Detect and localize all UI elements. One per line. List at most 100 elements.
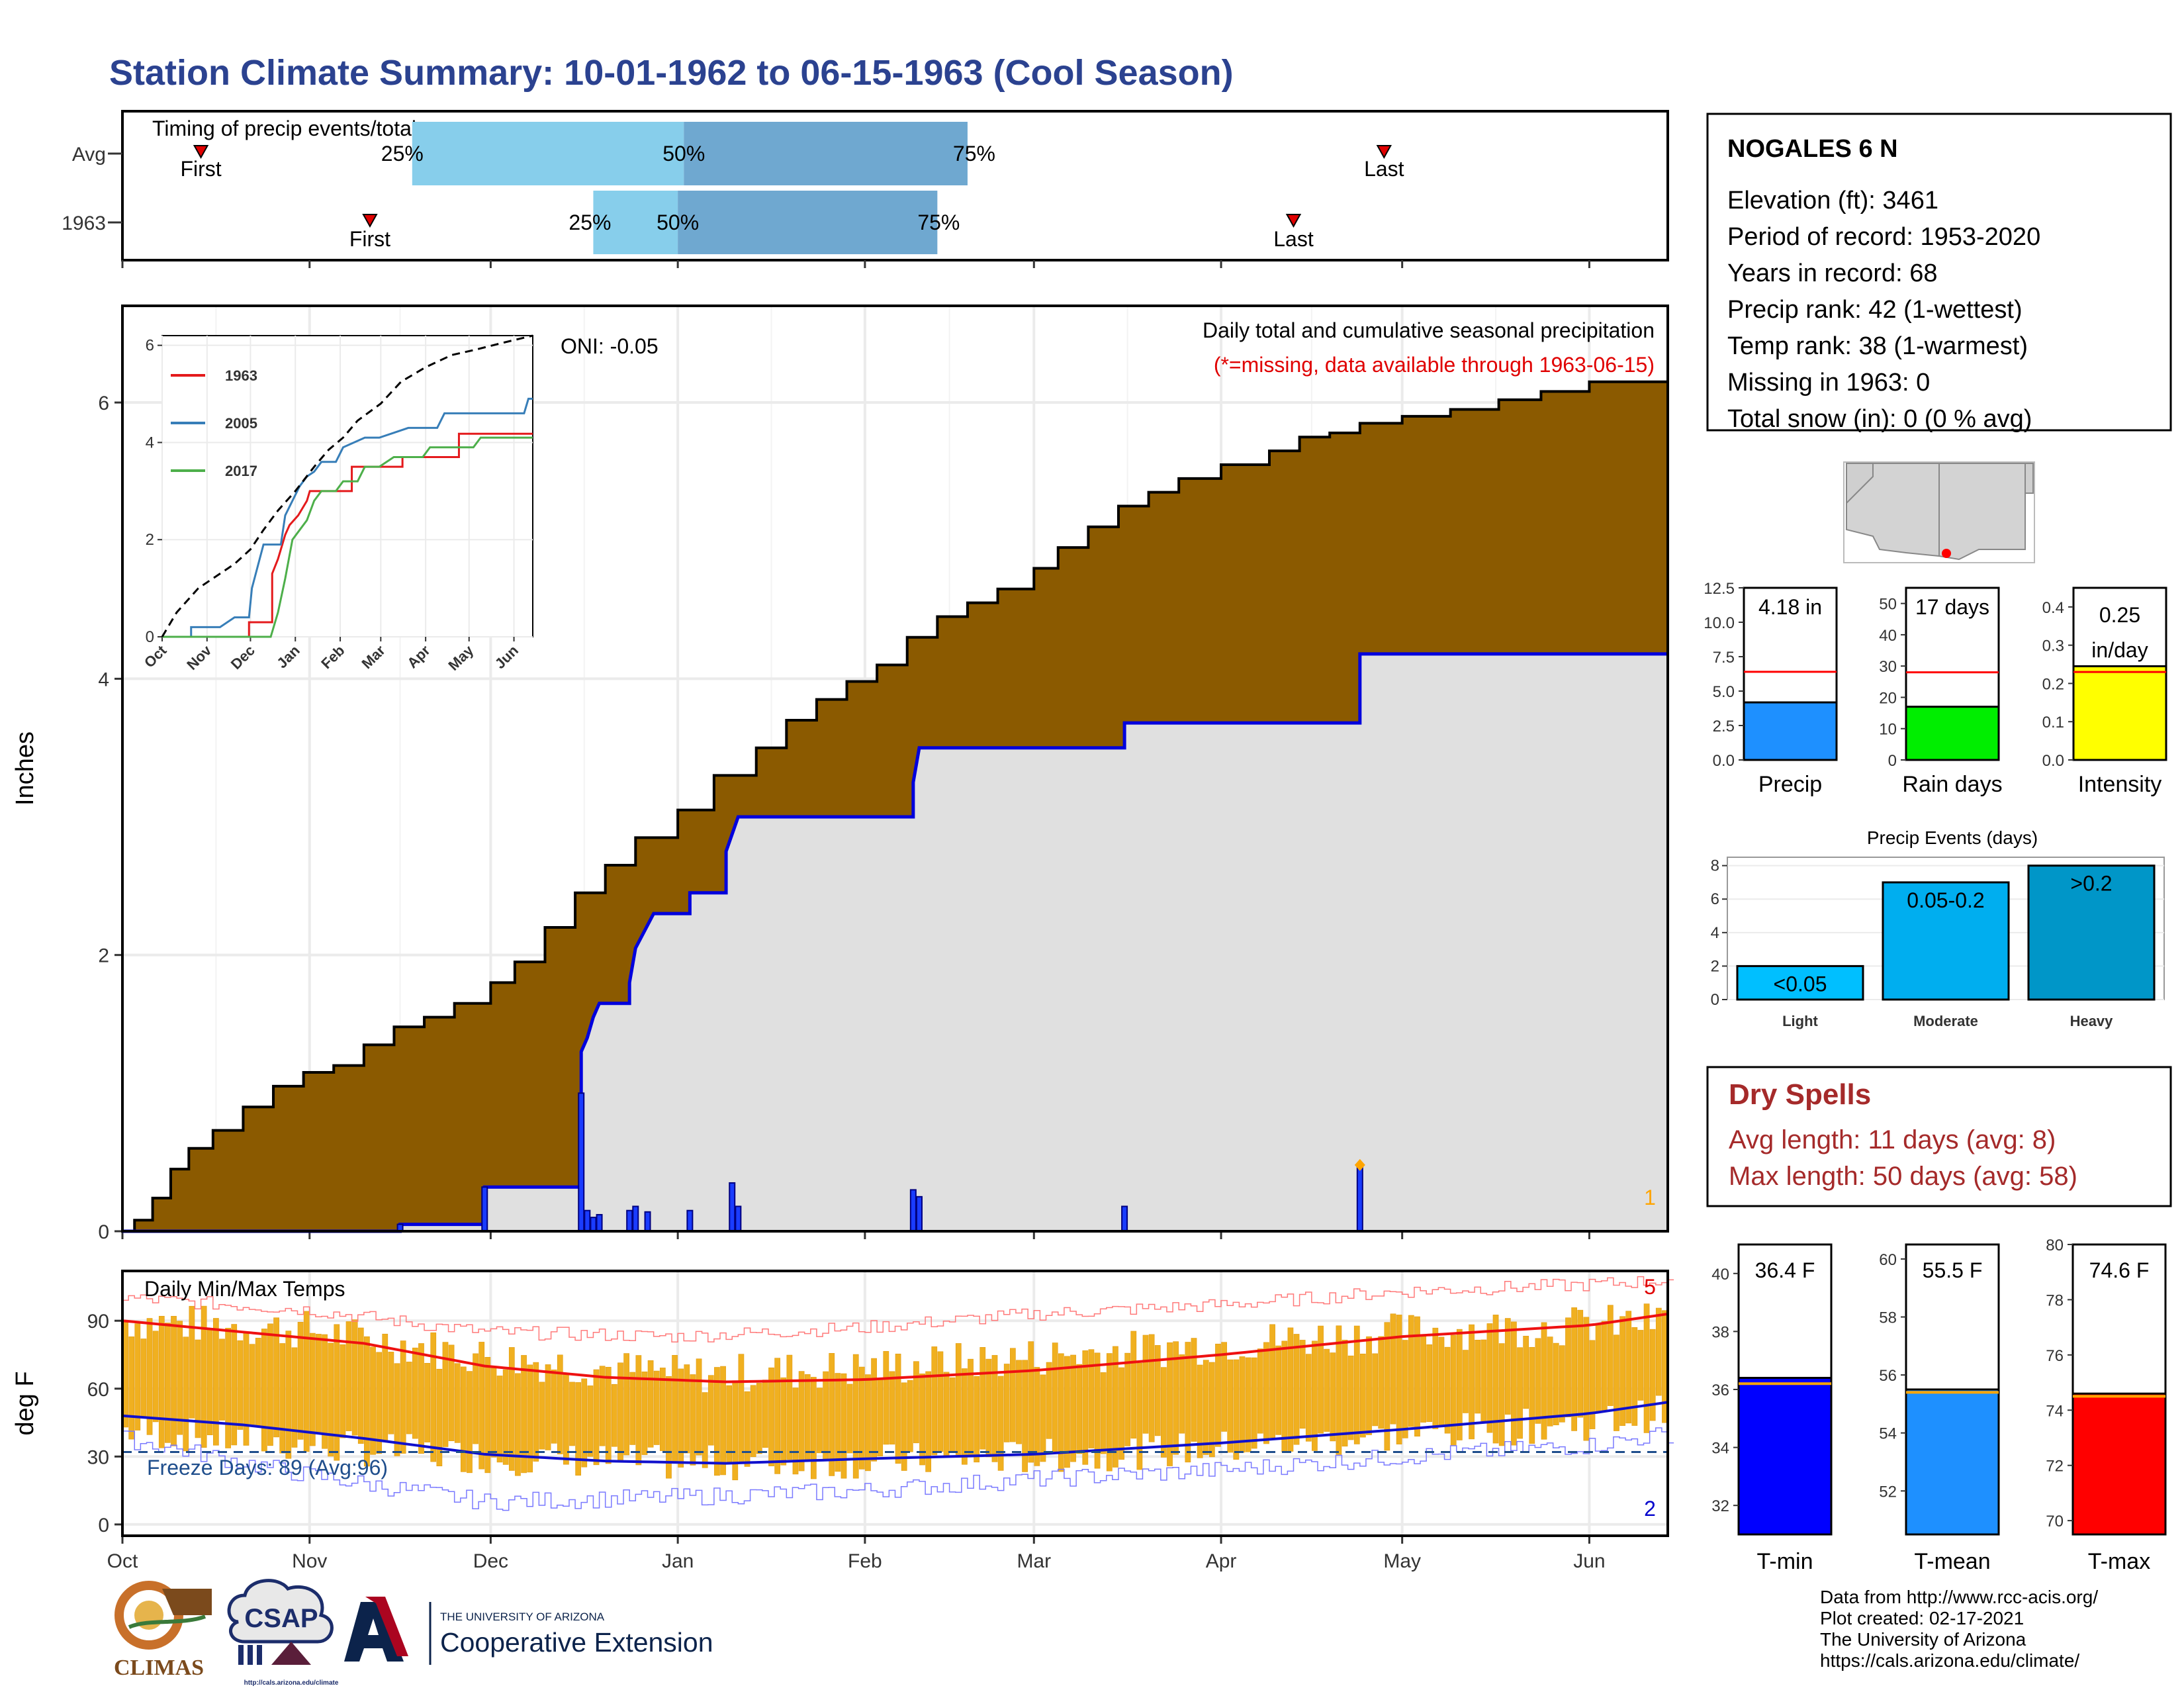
credit-data-source: Data from http://www.rcc-acis.org/ [1820,1587,2098,1607]
rank-bar-tick-label: 50 [1879,596,1897,614]
tmax-bar-axis-label: T-max [2088,1549,2150,1574]
daily-temp-bar [533,1362,539,1462]
daily-temp-bar [1088,1349,1095,1448]
timing-avg-last-label: Last [1364,157,1404,181]
daily-temp-bar [1347,1355,1354,1440]
daily-temp-bar [527,1364,533,1473]
daily-temp-bar [907,1380,913,1452]
footer-credits: Data from http://www.rcc-acis.org/ Plot … [1820,1587,2098,1671]
x-axis-month-label: Dec [473,1550,508,1572]
daily-temp-bar [1197,1364,1203,1458]
daily-temp-bar [780,1377,787,1466]
freeze-days-label: Freeze Days: 89 (Avg:96) [147,1456,388,1479]
rank-bar-tick-label: 0.2 [2042,675,2064,693]
credit-university: The University of Arizona [1820,1629,2026,1650]
daily-temp-bar [213,1318,219,1446]
daily-temp-bar [557,1354,563,1454]
temps-chart: 0 30 60 90 Oct Nov Dec Jan Feb Mar Apr May Jun [87,1271,1674,1572]
inset-legend-label: 1963 [225,367,257,384]
station-precip-rank: Precip rank: 42 (1-wettest) [1727,296,2023,324]
precip-main-y-tick-label: 4 [98,669,109,690]
temp-bar-tick-label: 56 [1879,1367,1897,1385]
daily-temp-bar [1390,1313,1396,1425]
daily-temp-bar [985,1358,992,1458]
rank-bar-tick-label: 2.5 [1713,718,1735,735]
daily-temp-bar [1559,1345,1565,1423]
precip-events-bar-label: <0.05 [1774,972,1827,996]
precip-events-title: Precip Events (days) [1867,827,2038,848]
daily-temp-bar [1475,1340,1481,1414]
daily-temp-bar [792,1387,799,1475]
daily-temp-bar [171,1315,177,1446]
daily-temp-bar [1046,1362,1052,1439]
station-snow: Total snow (in): 0 (0 % avg) [1727,405,2032,433]
daily-temp-bar [1052,1342,1058,1452]
daily-temp-bar [1221,1342,1227,1432]
x-axis-month-label: Apr [1206,1550,1237,1572]
daily-temp-bar [1649,1329,1656,1421]
rank-bar-tick-label: 10.0 [1704,614,1735,632]
precip-events-chart: 0 2 4 6 8 <0.05 Light 0.05-0.2 Moderate >0.2 Heavy [1711,857,2165,1029]
daily-temp-bar [231,1324,238,1446]
daily-temp-bar [732,1380,739,1481]
temp-bar-tick-label: 52 [1879,1483,1897,1501]
daily-temp-bar [195,1339,201,1438]
daily-temp-bar [1589,1340,1596,1429]
daily-temp-bar [835,1373,841,1472]
daily-temp-bar [1269,1324,1275,1438]
daily-temp-bar [424,1363,430,1442]
daily-temp-bar [551,1369,557,1444]
daily-temp-bar [1124,1352,1131,1446]
daily-temp-bar [726,1385,733,1462]
daily-temp-bar [720,1366,726,1476]
daily-temp-bar [460,1366,467,1472]
daily-temp-bar [370,1346,376,1455]
daily-temp-bar [684,1364,690,1454]
tmean-bar-value-label: 55.5 F [1923,1258,1983,1282]
daily-precip-bar [729,1182,736,1232]
credit-url: https://cals.arizona.edu/climate/ [1820,1650,2079,1671]
temperature-bars: 32 34 36 38 40 52 54 56 58 60 70 72 74 76 78 80 [1711,1237,2167,1536]
daily-temp-bar [1456,1329,1463,1440]
daily-temp-bar [943,1372,950,1456]
csap-url-text: http://cals.arizona.edu/climate [244,1679,339,1687]
daily-temp-bar [158,1315,165,1448]
timing-1963-p25-label: 25% [569,211,611,234]
station-years: Years in record: 68 [1727,259,1938,287]
daily-temp-bar [974,1376,979,1463]
daily-temp-bar [394,1363,400,1456]
inset-legend-label: 2017 [225,463,257,479]
temps-panel: 0 30 60 90 Oct Nov Dec Jan Feb Mar Apr May Jun deg F… [11,1270,1674,1572]
daily-temp-bar [1106,1353,1113,1472]
daily-temp-bar [1058,1353,1064,1472]
intensity-bar-unit-label: in/day [2091,638,2148,662]
station-missing: Missing in 1963: 0 [1727,369,1930,397]
tmean-bar-axis-label: T-mean [1914,1549,1990,1574]
daily-temp-bar [1372,1353,1378,1427]
inset-y-tick-label: 0 [146,628,154,646]
csap-logo-text: CSAP [244,1604,318,1633]
daily-temp-bar [1082,1350,1089,1465]
x-axis-month-label: Feb [848,1550,882,1572]
climas-logo-text: CLIMAS [114,1656,204,1680]
daily-temp-bar [817,1387,823,1454]
daily-temp-bar [1130,1331,1137,1439]
daily-temp-bar [829,1353,835,1476]
timing-avg-p25-label: 25% [381,142,424,165]
temp-bar-tick-label: 76 [2046,1347,2064,1365]
csap-logo: CSAP http://cals.arizona.edu/climate [227,1579,339,1687]
daily-temp-bar [955,1343,962,1455]
daily-precip-bar [632,1205,639,1232]
daily-temp-bar [696,1358,702,1456]
precip-main-y-tick-label: 0 [98,1221,109,1243]
timing-avg-bar-25-50 [412,122,684,185]
daily-temp-bar [635,1355,642,1466]
daily-temp-bar [1402,1340,1408,1438]
timing-panel: Timing of precip events/totals Avg 1963 … [62,110,1669,268]
daily-temp-bar [134,1323,141,1430]
daily-temp-bar [647,1360,654,1448]
precip-events-y-tick-label: 2 [1711,957,1719,975]
rank-bar-tick-label: 20 [1879,689,1897,707]
daily-temp-bar [225,1328,231,1448]
